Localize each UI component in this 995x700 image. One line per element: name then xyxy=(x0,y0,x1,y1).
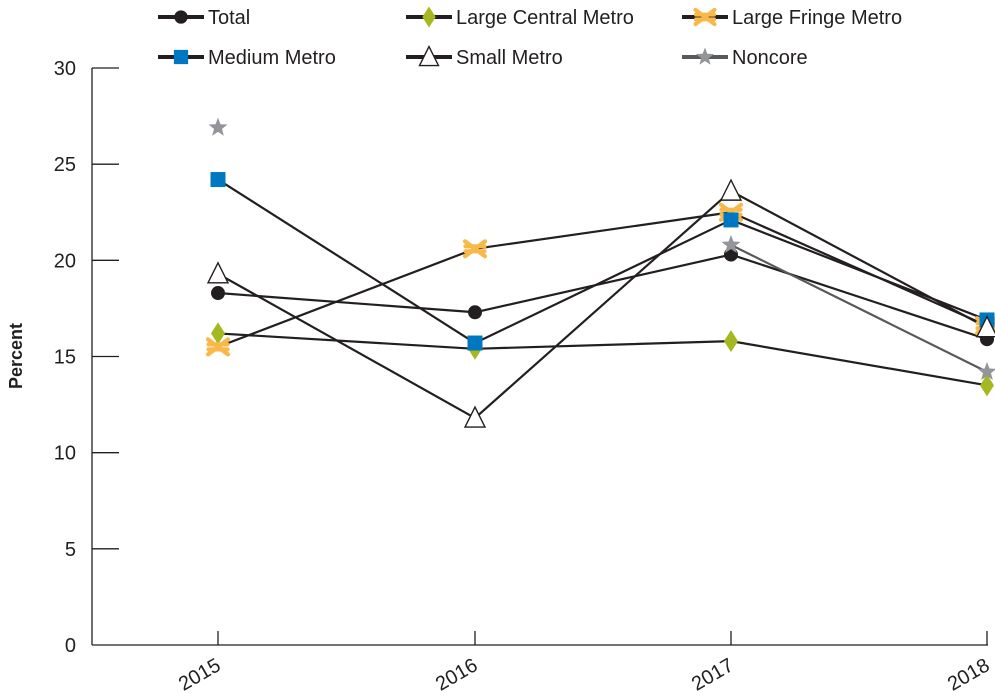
data-point-large-central-metro xyxy=(211,322,225,345)
legend-label: Medium Metro xyxy=(208,47,336,69)
legend-marker-large-fringe-metro xyxy=(693,7,717,27)
legend-item-large-central-metro: Large Central Metro xyxy=(406,6,634,29)
x-tick-label: 2016 xyxy=(432,654,482,695)
series-line-total xyxy=(217,253,988,341)
y-tick-label: 15 xyxy=(54,347,76,369)
x-ticks: 2015 2016 2017 2018 xyxy=(175,631,994,696)
legend-item-total: Total xyxy=(158,7,250,29)
legend-marker-total xyxy=(174,10,188,24)
data-point-small-metro xyxy=(719,178,743,201)
data-point-large-central-metro xyxy=(980,374,994,397)
legend-label: Large Central Metro xyxy=(456,7,634,29)
legend-label: Noncore xyxy=(732,47,808,69)
data-point-medium-metro xyxy=(210,172,226,188)
data-point-noncore xyxy=(208,117,228,136)
x-tick-label: 2018 xyxy=(944,654,994,695)
series-markers xyxy=(205,117,995,428)
y-tick-label: 20 xyxy=(54,250,76,272)
legend-label: Total xyxy=(208,7,250,29)
x-tick-label: 2015 xyxy=(175,654,225,695)
y-tick-label: 25 xyxy=(54,154,76,176)
y-ticks: 0 5 10 15 20 25 30 xyxy=(54,58,119,657)
data-point-small-metro xyxy=(975,315,995,338)
legend-item-small-metro: Small Metro xyxy=(406,44,563,69)
series-line-medium-metro xyxy=(217,178,988,345)
y-tick-label: 0 xyxy=(65,635,76,657)
data-point-noncore xyxy=(721,234,741,254)
legend-item-medium-metro: Medium Metro xyxy=(158,47,336,69)
legend-label: Large Fringe Metro xyxy=(732,7,902,29)
data-point-noncore xyxy=(977,361,995,380)
y-axis-title: Percent xyxy=(6,323,26,389)
y-tick-label: 10 xyxy=(54,443,76,465)
legend-marker-noncore xyxy=(695,47,715,65)
data-point-small-metro xyxy=(463,405,487,428)
legend-item-noncore: Noncore xyxy=(682,47,808,69)
y-tick-label: 5 xyxy=(65,539,76,561)
legend-marker-large-central-metro xyxy=(422,6,436,28)
series-line-small-metro xyxy=(217,189,988,420)
legend-marker-small-metro xyxy=(418,44,440,67)
series-line-large-central-metro xyxy=(217,332,988,387)
y-tick-label: 30 xyxy=(54,58,76,80)
data-point-total xyxy=(468,305,482,320)
axes xyxy=(91,68,988,646)
data-point-medium-metro xyxy=(467,335,483,351)
data-point-small-metro xyxy=(206,261,230,284)
series-line-noncore xyxy=(730,243,988,373)
legend-item-large-fringe-metro: Large Fringe Metro xyxy=(682,7,902,29)
data-point-total xyxy=(211,286,225,301)
legend-marker-medium-metro xyxy=(173,49,189,65)
legend: Total Large Central Metro Large Fringe Met… xyxy=(158,6,902,69)
data-point-large-fringe-metro xyxy=(205,337,231,357)
data-point-medium-metro xyxy=(723,212,739,228)
data-point-large-fringe-metro xyxy=(462,239,488,259)
series-line-large-fringe-metro xyxy=(217,211,988,348)
legend-label: Small Metro xyxy=(456,47,563,69)
data-point-large-central-metro xyxy=(724,330,738,353)
x-tick-label: 2017 xyxy=(688,654,738,695)
series-lines xyxy=(217,178,988,420)
